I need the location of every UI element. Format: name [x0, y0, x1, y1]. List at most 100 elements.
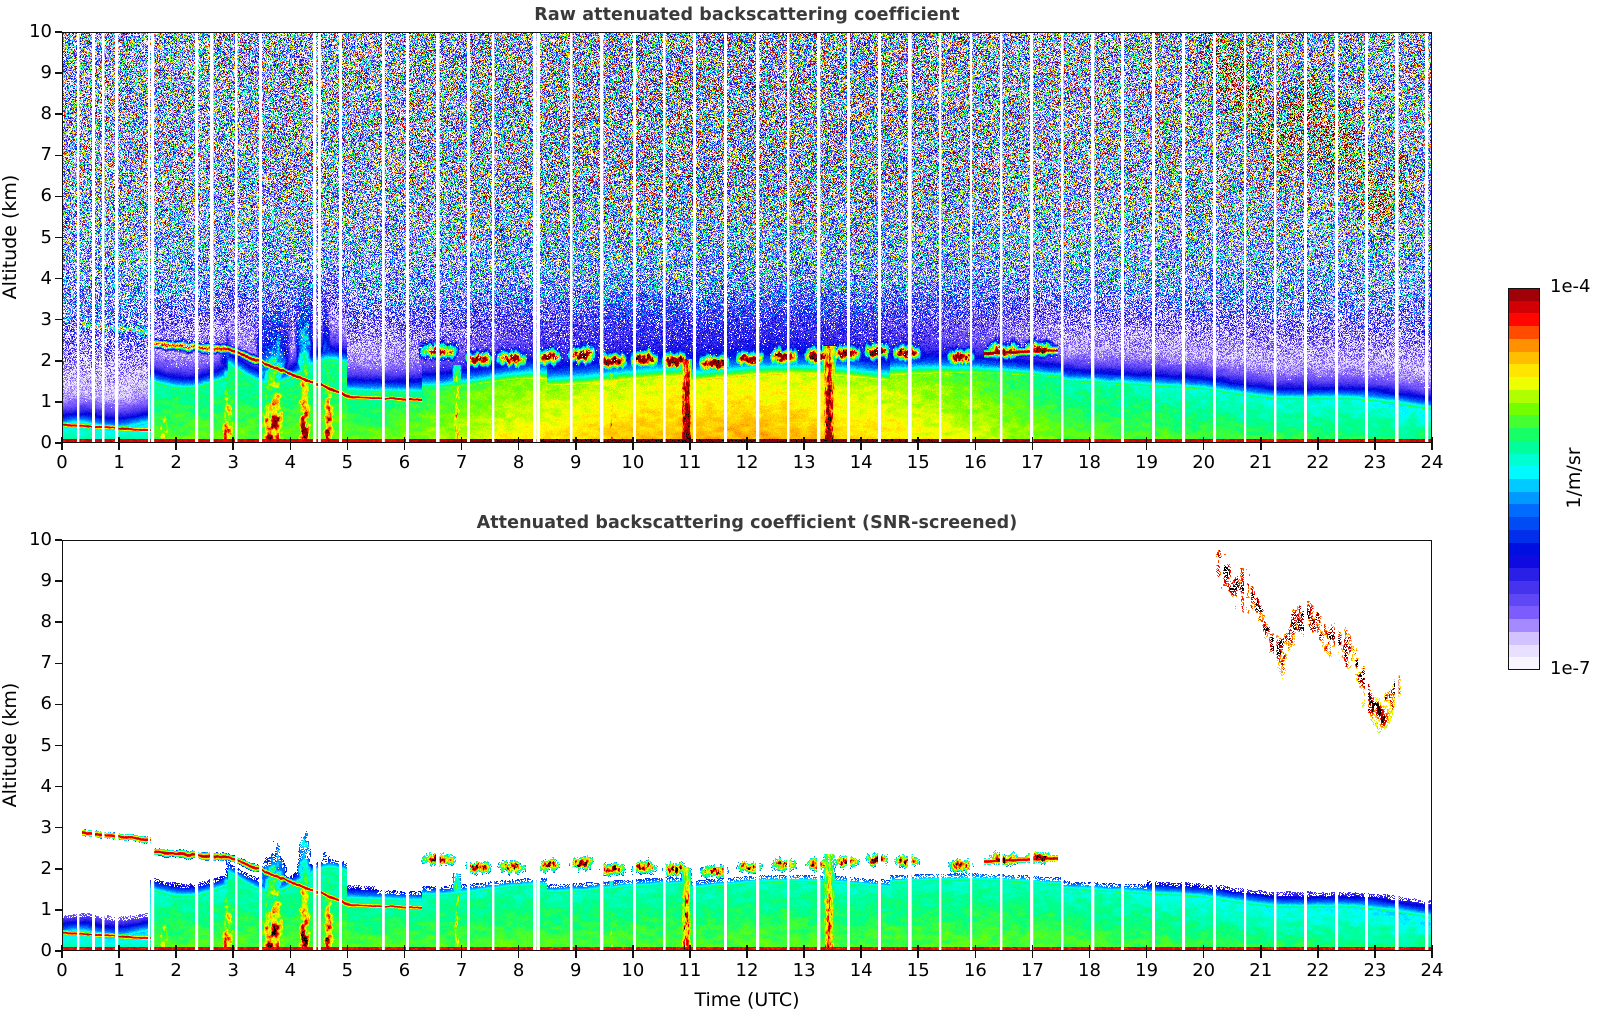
y-tick-label: 9	[40, 570, 52, 592]
y-tick	[55, 909, 62, 911]
x-tick	[803, 951, 805, 958]
y-tick-label: 10	[29, 529, 52, 550]
x-tick-label: 4	[284, 960, 297, 981]
x-tick	[746, 951, 748, 958]
x-tick	[517, 951, 520, 958]
x-tick	[803, 443, 805, 450]
x-tick	[289, 951, 292, 958]
x-tick	[61, 945, 63, 951]
x-tick-label: 21	[1249, 960, 1273, 981]
x-tick	[403, 443, 406, 450]
y-tick-label: 7	[40, 652, 52, 674]
y-tick	[55, 868, 62, 870]
x-tick-label: 2	[170, 960, 182, 981]
x-tick	[1374, 951, 1376, 958]
panel-raw-frame	[62, 32, 1432, 443]
y-tick	[55, 785, 62, 788]
x-tick	[1259, 443, 1262, 450]
x-tick	[574, 951, 577, 958]
x-tick	[632, 443, 634, 450]
x-tick-label: 4	[284, 452, 297, 473]
panel-screened-xlabel: Time (UTC)	[694, 989, 800, 1011]
x-tick	[1202, 437, 1205, 443]
x-tick	[1317, 951, 1319, 958]
x-tick	[175, 437, 177, 443]
y-tick-label: 7	[40, 144, 52, 166]
x-tick-label: 13	[792, 960, 816, 981]
x-tick	[1145, 945, 1148, 951]
x-tick	[1259, 945, 1262, 951]
x-tick	[1202, 443, 1205, 450]
x-tick	[346, 945, 349, 951]
x-tick	[517, 437, 520, 443]
x-tick	[1031, 437, 1034, 443]
x-tick	[1145, 443, 1148, 450]
panel-screened-heatmap	[62, 540, 1432, 951]
x-tick-label: 20	[1192, 960, 1216, 981]
x-tick-label: 13	[792, 452, 816, 473]
y-tick-label: 8	[40, 103, 52, 125]
x-tick-label: 16	[963, 452, 987, 473]
x-tick	[1031, 951, 1034, 958]
x-tick-label: 9	[570, 452, 582, 473]
x-tick	[1317, 443, 1319, 450]
y-tick	[55, 31, 62, 33]
x-tick-label: 18	[1078, 452, 1101, 473]
x-tick-label: 6	[398, 960, 411, 981]
y-tick-label: 3	[40, 308, 52, 330]
x-tick-label: 21	[1249, 452, 1273, 473]
y-tick-label: 8	[40, 611, 52, 633]
y-tick	[55, 154, 62, 157]
x-tick	[118, 945, 120, 951]
panel-raw-heatmap	[62, 32, 1432, 443]
y-tick	[55, 401, 62, 403]
x-tick	[118, 437, 120, 443]
y-tick-label: 10	[29, 21, 52, 42]
x-tick	[346, 437, 349, 443]
x-tick	[1031, 945, 1034, 951]
y-tick-label: 0	[40, 432, 52, 453]
x-tick	[289, 437, 292, 443]
colorbar-frame	[1508, 288, 1540, 670]
x-tick	[403, 437, 406, 443]
x-tick	[1202, 945, 1205, 951]
y-tick	[55, 277, 62, 280]
x-tick	[689, 437, 691, 443]
x-tick-label: 2	[170, 452, 182, 473]
x-tick	[974, 437, 977, 443]
x-tick-label: 15	[906, 452, 930, 473]
y-tick	[55, 236, 62, 239]
x-tick	[403, 951, 406, 958]
x-tick	[1031, 443, 1034, 450]
panel-screened-frame	[62, 540, 1432, 951]
x-tick	[175, 443, 177, 450]
x-tick-label: 11	[678, 452, 702, 473]
y-tick-label: 5	[40, 734, 52, 756]
y-tick-label: 6	[40, 185, 52, 207]
x-tick-label: 3	[227, 960, 239, 981]
y-tick	[55, 539, 62, 541]
x-tick	[746, 945, 748, 951]
colorbar-min-label: 1e-7	[1550, 658, 1591, 679]
x-tick-label: 18	[1078, 960, 1101, 981]
x-tick-label: 11	[678, 960, 702, 981]
x-tick	[689, 945, 691, 951]
x-tick-label: 8	[512, 960, 525, 981]
x-tick	[460, 951, 463, 958]
y-tick-label: 4	[40, 775, 52, 797]
x-tick	[289, 443, 292, 450]
x-tick	[746, 437, 748, 443]
colorbar-max-label: 1e-4	[1550, 276, 1591, 297]
x-tick	[1259, 951, 1262, 958]
x-tick	[1431, 437, 1433, 443]
y-tick	[55, 703, 62, 706]
x-tick	[1088, 945, 1091, 951]
x-tick-label: 7	[455, 452, 468, 473]
x-tick	[860, 945, 862, 951]
x-tick-label: 1	[113, 452, 125, 473]
x-tick	[289, 945, 292, 951]
y-tick	[55, 950, 62, 952]
x-tick	[1145, 437, 1148, 443]
x-tick	[917, 443, 920, 450]
x-tick	[1431, 945, 1433, 951]
